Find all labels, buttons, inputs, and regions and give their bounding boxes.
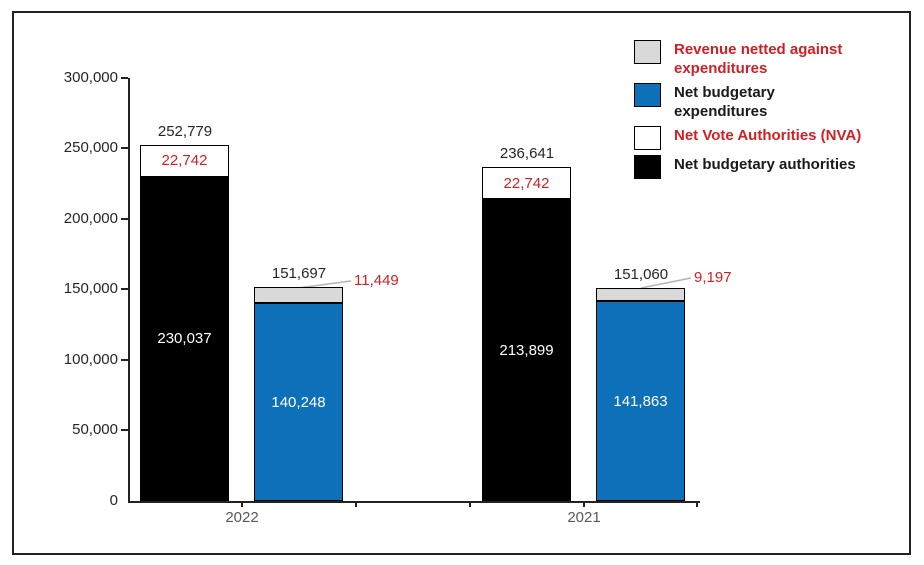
segment-net-budgetary-authorities: 213,899 <box>482 199 571 501</box>
segment-net-budgetary-authorities: 230,037 <box>140 176 229 501</box>
segment-revenue-netted <box>254 287 343 304</box>
legend-swatch-blue <box>634 83 661 107</box>
bar-total-label: 151,060 <box>613 266 669 283</box>
legend-label: Revenue netted against expenditures <box>674 41 843 77</box>
x-axis-tick <box>469 502 471 507</box>
x-axis-tick <box>241 502 243 507</box>
bar-2021-authorities: 213,899 22,742 <box>482 167 571 501</box>
segment-value-label: 213,899 <box>499 341 554 359</box>
segment-value-label: 22,742 <box>161 152 208 170</box>
y-axis-label: 150,000 <box>63 280 118 297</box>
legend-item-net-budgetary-authorities: Net budgetary authorities <box>634 155 890 179</box>
segment-value-label: 140,248 <box>271 393 326 411</box>
x-axis-category-2021: 2021 <box>567 509 601 526</box>
bar-total-label: 252,779 <box>157 122 213 140</box>
callout-revenue-2021: 9,197 <box>694 269 732 286</box>
legend-label: Net Vote Authorities (NVA) <box>674 127 862 144</box>
segment-revenue-netted <box>596 288 685 301</box>
legend-swatch-white <box>634 126 661 150</box>
y-axis-tick <box>121 77 128 79</box>
bar-total-label: 151,697 <box>271 265 327 283</box>
callout-revenue-2022: 11,449 <box>354 272 399 289</box>
legend-label: Net budgetary authorities <box>674 156 856 173</box>
bar-2021-expenditures: 141,863 <box>596 288 685 501</box>
segment-net-vote-authorities: 22,742 <box>482 167 571 200</box>
bar-total-label: 236,641 <box>499 145 555 163</box>
y-axis-label: 300,000 <box>63 69 118 86</box>
segment-net-budgetary-expenditures: 140,248 <box>254 303 343 501</box>
y-axis-label: 50,000 <box>72 421 118 438</box>
plot-area <box>128 78 700 503</box>
y-axis-tick <box>121 429 128 431</box>
segment-value-label: 141,863 <box>613 392 668 410</box>
bar-2022-expenditures: 140,248 <box>254 287 343 501</box>
segment-net-vote-authorities: 22,742 <box>140 144 229 177</box>
legend-label: Net budgetary expenditures <box>674 84 775 120</box>
x-axis-category-2022: 2022 <box>225 509 259 526</box>
y-axis-label: 200,000 <box>63 210 118 227</box>
x-axis-tick <box>355 502 357 507</box>
x-axis-tick <box>696 502 698 507</box>
y-axis-label: 0 <box>109 492 118 509</box>
legend-item-revenue-netted: Revenue netted against expenditures <box>634 40 890 78</box>
segment-value-label: 22,742 <box>503 174 550 192</box>
legend-item-net-vote-authorities: Net Vote Authorities (NVA) <box>634 126 890 150</box>
segment-value-label: 230,037 <box>157 330 212 348</box>
y-axis-tick <box>121 288 128 290</box>
y-axis-tick <box>121 359 128 361</box>
y-axis-label: 250,000 <box>63 139 118 156</box>
segment-net-budgetary-expenditures: 141,863 <box>596 301 685 501</box>
y-axis-tick <box>121 218 128 220</box>
bar-2022-authorities: 230,037 22,742 <box>140 144 229 501</box>
legend-swatch-black <box>634 155 661 179</box>
legend-item-net-budgetary-expenditures: Net budgetary expenditures <box>634 83 890 121</box>
x-axis-tick <box>583 502 585 507</box>
y-axis-label: 100,000 <box>63 351 118 368</box>
y-axis-tick <box>121 147 128 149</box>
chart-legend: Revenue netted against expenditures Net … <box>634 40 890 184</box>
legend-swatch-gray <box>634 40 661 64</box>
